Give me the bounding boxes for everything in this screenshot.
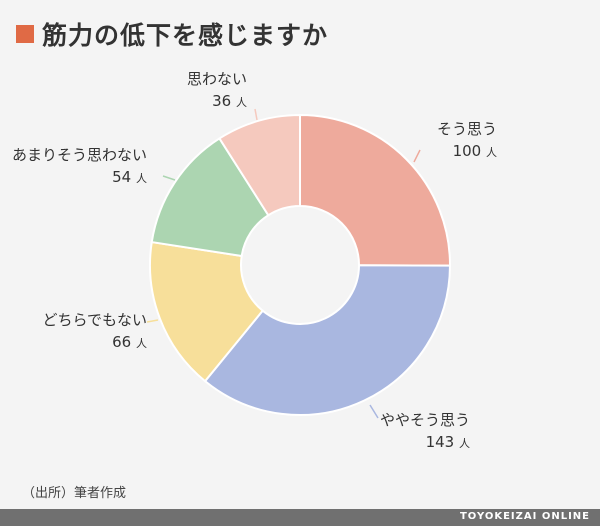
leader-line [162, 175, 176, 181]
leader-line [146, 319, 159, 323]
leader-line [254, 108, 258, 121]
slice-value-label: 66 人 [112, 333, 147, 351]
donut-slice [218, 113, 301, 217]
donut-slice [150, 137, 270, 258]
slice-label: どちらでもない [42, 311, 147, 329]
donut-slice [203, 264, 452, 416]
brand-label: TOYOKEIZAI ONLINE [459, 511, 590, 522]
leader-line [413, 149, 421, 163]
slice-value-label: 36 人 [212, 92, 247, 110]
leader-lines [146, 108, 421, 419]
chart-title: 筋力の低下を感じますか [16, 16, 328, 52]
footer-bar: TOYOKEIZAI ONLINE [0, 509, 600, 526]
chart-title-text: 筋力の低下を感じますか [42, 21, 329, 50]
slice-value-label: 100 人 [453, 142, 497, 160]
source-note: （出所）筆者作成 [22, 486, 127, 501]
title-marker [16, 25, 34, 43]
slice-value-label: 143 人 [426, 433, 470, 451]
slice-label: ややそう思う [380, 411, 470, 429]
leader-line [369, 404, 379, 419]
donut-slices [149, 113, 452, 416]
slice-label: あまりそう思わない [12, 146, 147, 164]
slice-label: 思わない [187, 70, 247, 88]
donut-slice [299, 113, 451, 267]
slice-label: そう思う [437, 120, 497, 138]
donut-slice [149, 240, 265, 383]
slice-value-label: 54 人 [112, 168, 147, 186]
